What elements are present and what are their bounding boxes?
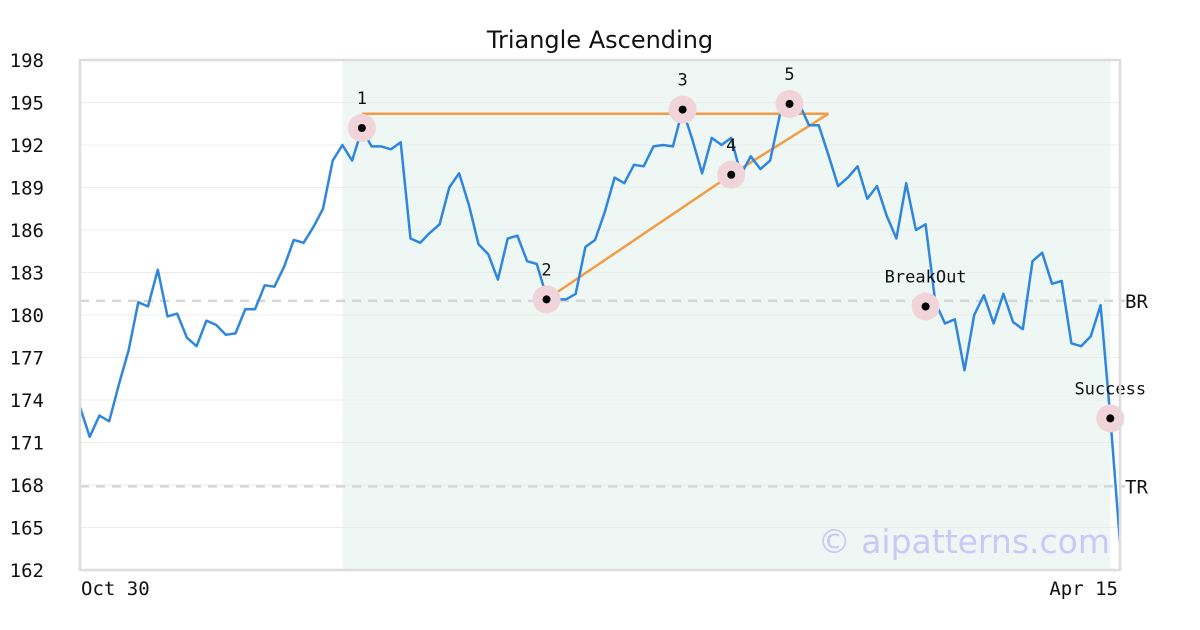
point-dot	[785, 99, 794, 108]
point-label: 3	[677, 71, 687, 91]
level-label: TR	[1125, 476, 1148, 498]
y-tick-label: 174	[10, 390, 44, 412]
grid	[80, 59, 1120, 571]
point-label: Success	[1074, 379, 1146, 399]
chart-title: Triangle Ascending	[486, 26, 713, 54]
point-label: 2	[541, 260, 551, 280]
y-tick-label: 186	[10, 220, 44, 242]
plot-frame	[78, 58, 1122, 572]
x-tick-start: Oct 30	[81, 578, 150, 600]
y-axis-ticks: 198 195 192 189 186 183 180 177 174 171 168 165 162	[10, 50, 44, 582]
horizontal-levels: BR TR	[80, 291, 1148, 498]
point-label: 1	[357, 89, 367, 109]
point-dot	[1106, 414, 1115, 423]
y-tick-label: 171	[10, 433, 44, 455]
point-dot	[357, 124, 366, 132]
y-tick-label: 177	[10, 348, 44, 370]
y-tick-label: 192	[10, 135, 44, 157]
point-label: BreakOut	[885, 268, 967, 288]
y-tick-label: 168	[10, 475, 44, 497]
y-tick-label: 183	[10, 263, 44, 285]
point-label: 4	[726, 136, 736, 156]
point-dot	[678, 105, 687, 114]
point-dot	[542, 295, 551, 304]
y-tick-label: 189	[10, 178, 44, 200]
point-label: 5	[784, 65, 794, 85]
watermark: © aipatterns.com	[818, 522, 1110, 561]
pattern-points: 1 2 3 4 5 BreakOut Success	[347, 65, 1146, 433]
point-dot	[921, 302, 930, 311]
y-tick-label: 198	[10, 50, 44, 72]
point-dot	[727, 170, 736, 179]
price-line	[78, 96, 1122, 544]
level-label: BR	[1125, 291, 1148, 313]
y-tick-label: 162	[10, 560, 44, 582]
x-tick-end: Apr 15	[1049, 578, 1118, 600]
y-tick-label: 165	[10, 518, 44, 540]
y-tick-label: 180	[10, 305, 44, 327]
y-tick-label: 195	[10, 93, 44, 115]
